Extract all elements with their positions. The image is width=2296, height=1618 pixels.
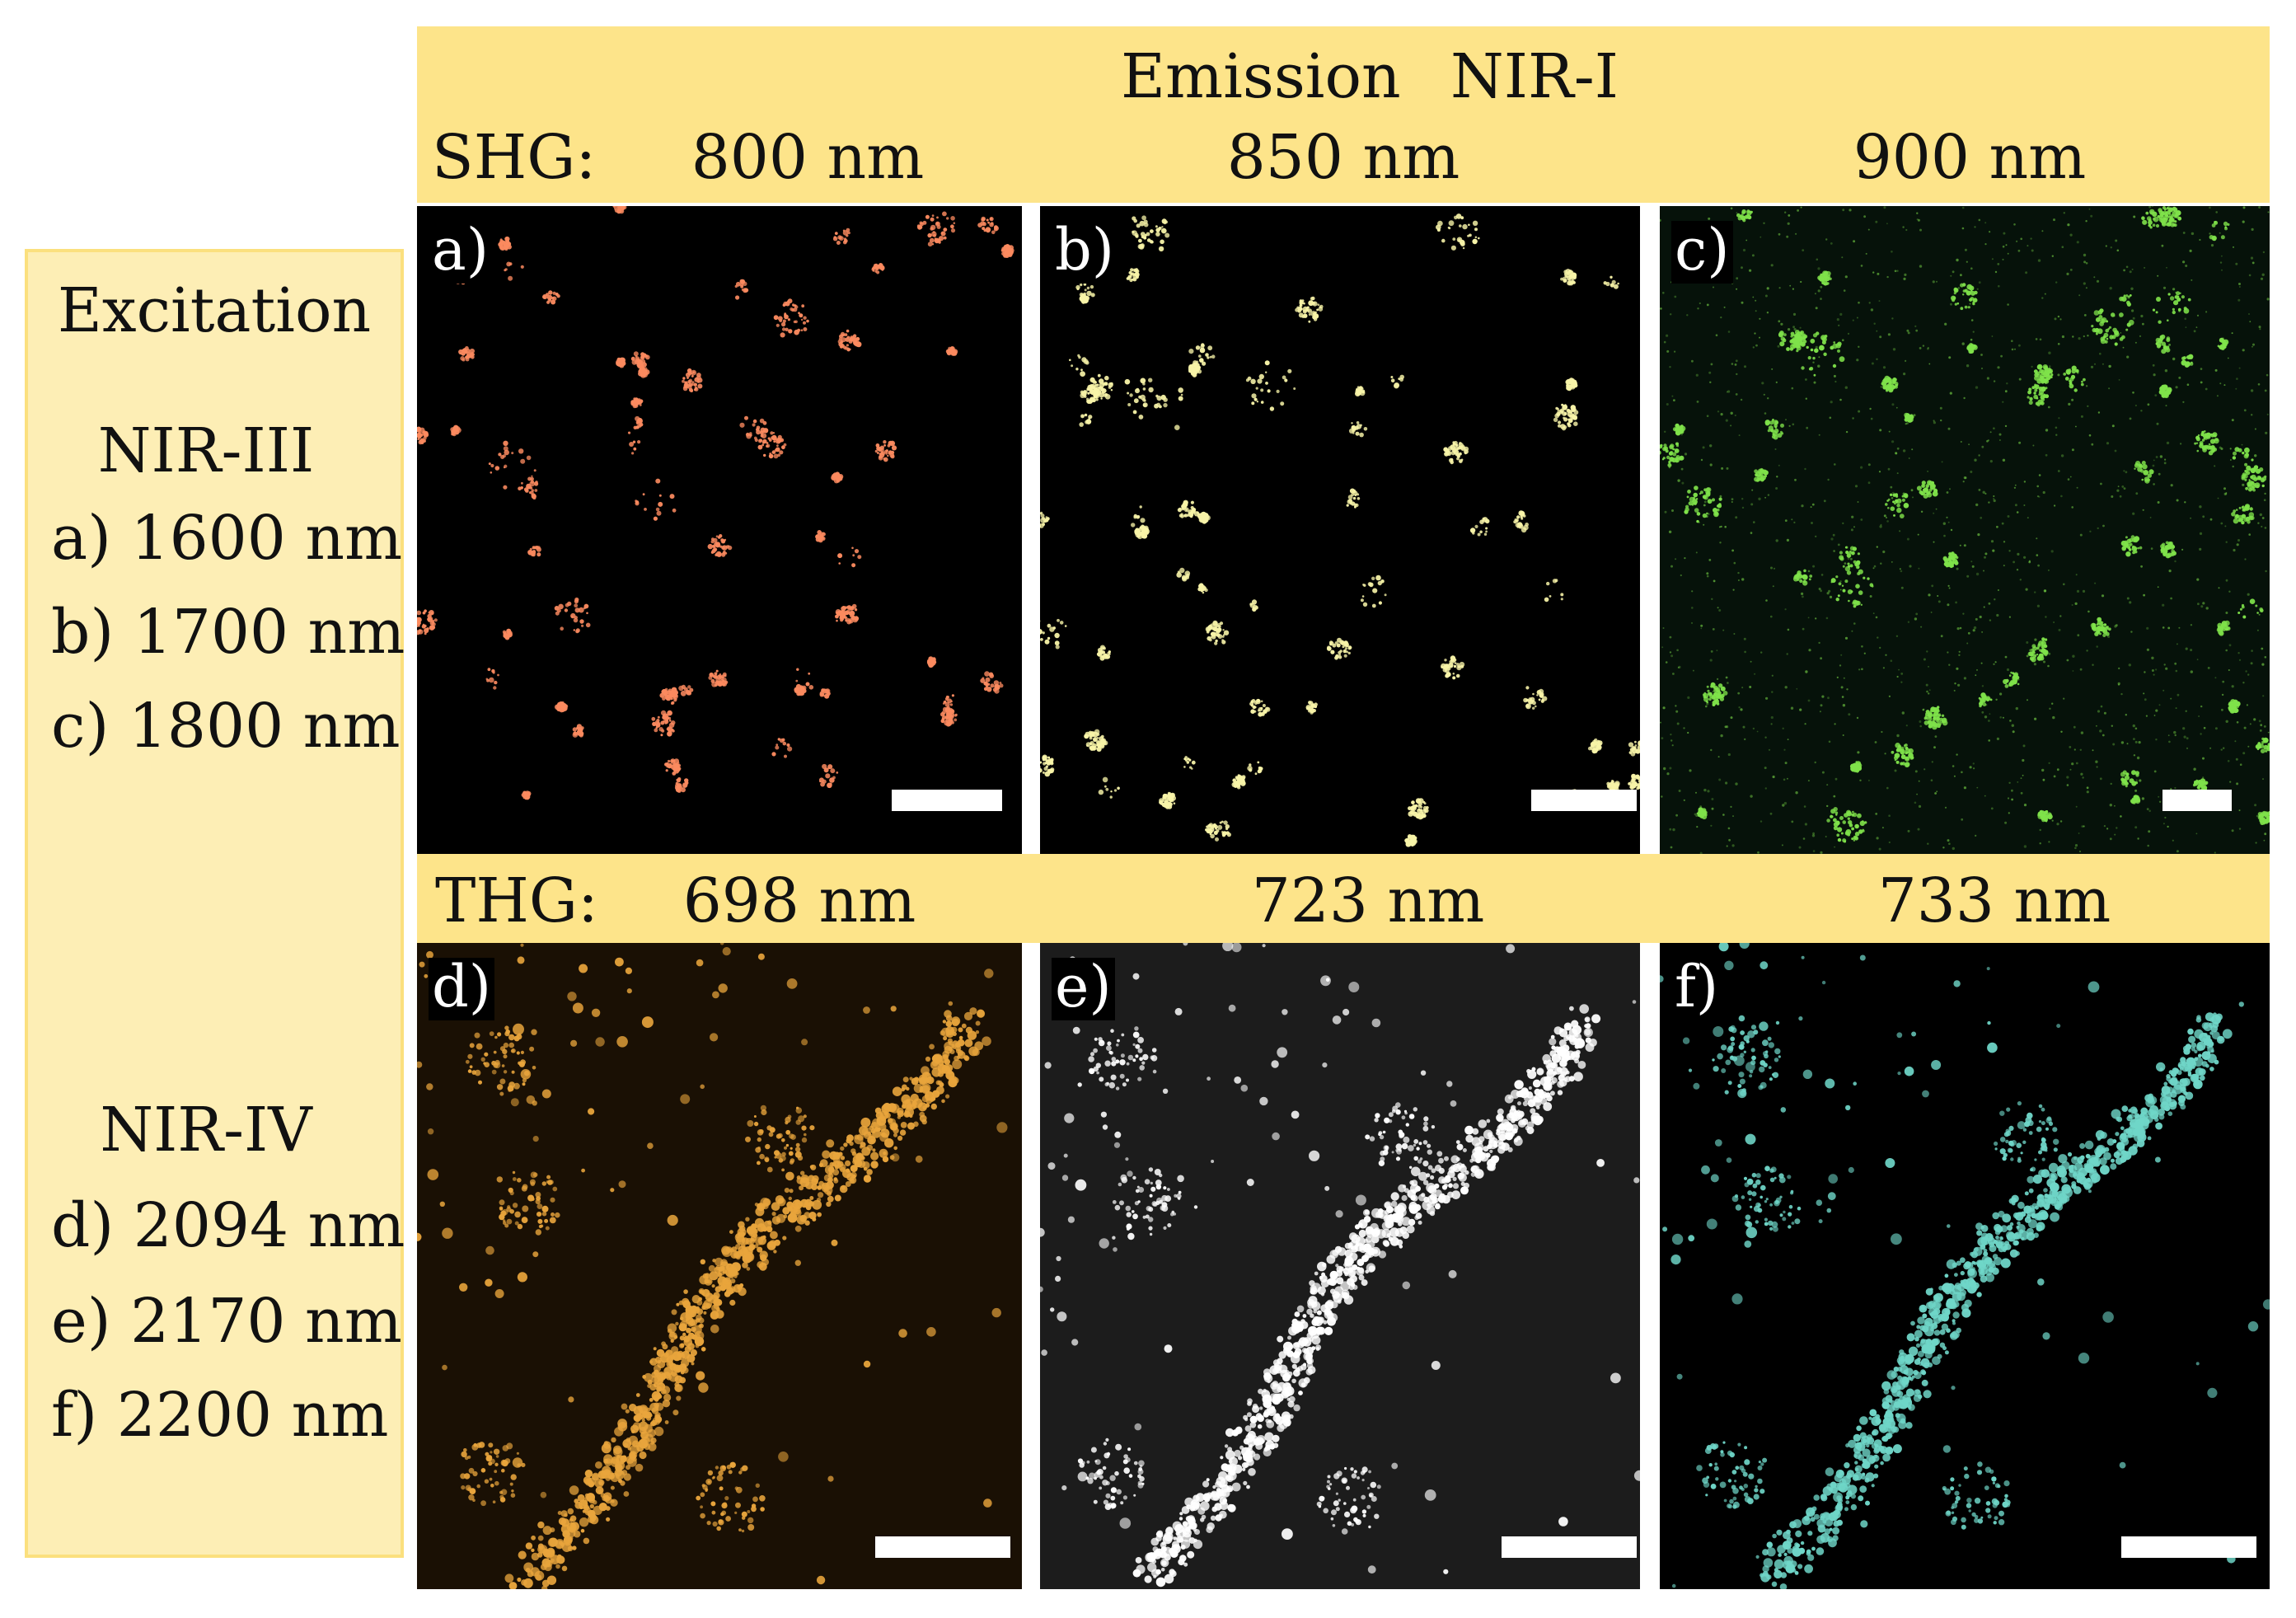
thg-label: THG: (435, 865, 598, 936)
excitation-sidebar (25, 249, 404, 1558)
emission-header-band (417, 26, 2270, 203)
panel-c-scale-bar (2162, 790, 2232, 811)
excitation-band-nir-iii: NIR-III (97, 415, 315, 486)
panel-e-scale-bar (1502, 1536, 1637, 1558)
panel-d-scale-bar (875, 1536, 1010, 1558)
panel-c-image (1660, 206, 2270, 854)
excitation-item-b: b) 1700 nm (51, 597, 405, 668)
panel-d-image (417, 943, 1008, 1589)
excitation-item-c: c) 1800 nm (51, 691, 401, 762)
panel-a-scale-bar (892, 790, 1002, 811)
panel-b-label: b) (1052, 221, 1118, 284)
shg-label: SHG: (432, 122, 597, 193)
excitation-item-d: d) 2094 nm (51, 1190, 405, 1261)
panel-d-label: d) (429, 958, 495, 1020)
panel-b: b) (1040, 206, 1640, 854)
thg-wavelength-3: 733 nm (1877, 865, 2111, 936)
panel-f: f) (1660, 943, 2270, 1589)
panel-f-image (1660, 943, 2270, 1589)
shg-wavelength-1: 800 nm (691, 122, 925, 193)
panel-c: c) (1660, 206, 2270, 854)
excitation-band-nir-iv: NIR-IV (100, 1095, 312, 1165)
thg-wavelength-2: 723 nm (1251, 865, 1485, 936)
shg-wavelength-3: 900 nm (1853, 122, 2087, 193)
excitation-item-f: f) 2200 nm (51, 1380, 389, 1451)
panel-a: a) (417, 206, 1022, 854)
panel-b-image (1040, 213, 1640, 847)
panel-c-label: c) (1671, 221, 1733, 284)
panel-e-label: e) (1052, 958, 1115, 1020)
panel-e-image (1040, 943, 1640, 1588)
panel-b-scale-bar (1531, 790, 1637, 811)
emission-band-label: NIR-I (1450, 41, 1619, 112)
shg-wavelength-2: 850 nm (1226, 122, 1460, 193)
thg-wavelength-1: 698 nm (682, 865, 916, 936)
excitation-item-e: e) 2170 nm (51, 1286, 402, 1357)
panel-a-image (417, 206, 1014, 800)
panel-d: d) (417, 943, 1022, 1589)
emission-label: Emission (1121, 41, 1401, 112)
panel-e: e) (1040, 943, 1640, 1589)
panel-a-label: a) (429, 221, 493, 284)
thg-header-band (417, 854, 2270, 943)
panel-f-label: f) (1671, 958, 1722, 1020)
excitation-item-a: a) 1600 nm (51, 503, 403, 574)
excitation-title: Excitation (57, 275, 372, 346)
panel-f-scale-bar (2121, 1536, 2256, 1558)
